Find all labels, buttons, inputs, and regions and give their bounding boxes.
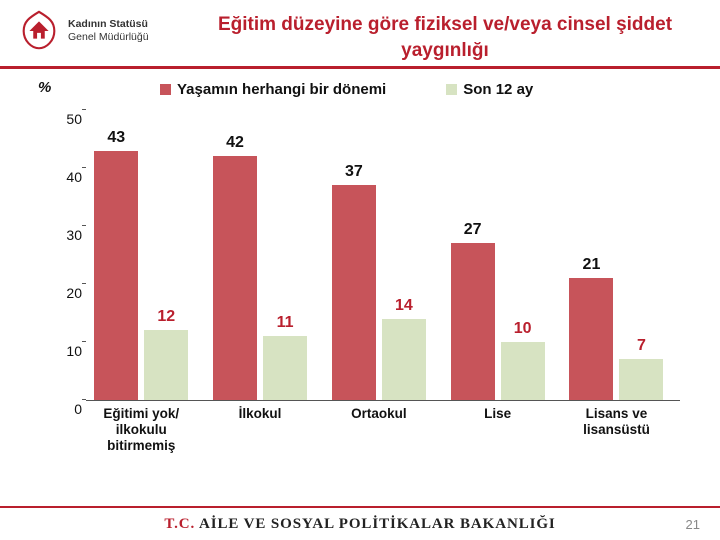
- x-label-2: Ortaokul: [332, 406, 426, 422]
- y-tick-mark-40: [82, 167, 86, 168]
- bar-label-0-1: 12: [144, 308, 188, 326]
- plot-area: 010203040504312Eğitimi yok/ilkokulubitir…: [86, 111, 680, 401]
- org-logo-block: Kadının Statüsü Genel Müdürlüğü: [16, 8, 186, 54]
- footer-rest: AİLE VE SOSYAL POLİTİKALAR BAKANLIĞI: [195, 516, 556, 532]
- legend-swatch-0: [160, 84, 171, 95]
- legend-label-0: Yaşamın herhangi bir dönemi: [177, 81, 386, 98]
- bar-label-3-0: 27: [451, 221, 495, 239]
- bar-label-1-0: 42: [213, 134, 257, 152]
- chart: % Yaşamın herhangi bir dönemiSon 12 ay 0…: [60, 81, 680, 461]
- legend-item-1: Son 12 ay: [446, 81, 533, 98]
- bar-0-1: 12: [144, 330, 188, 400]
- bar-4-1: 7: [619, 359, 663, 400]
- y-tick-50: 50: [56, 111, 82, 127]
- x-label-1: İlkokul: [213, 406, 307, 422]
- bar-label-0-0: 43: [94, 129, 138, 147]
- bar-2-1: 14: [382, 319, 426, 400]
- legend-swatch-1: [446, 84, 457, 95]
- header: Kadının Statüsü Genel Müdürlüğü Eğitim d…: [0, 0, 720, 64]
- org-name-line2: Genel Müdürlüğü: [68, 31, 149, 44]
- legend: Yaşamın herhangi bir dönemi Son 12 ay: [160, 81, 680, 98]
- y-tick-mark-50: [82, 109, 86, 110]
- footer: T.C. AİLE VE SOSYAL POLİTİKALAR BAKANLIĞ…: [0, 506, 720, 540]
- footer-ministry: T.C. AİLE VE SOSYAL POLİTİKALAR BAKANLIĞ…: [164, 516, 555, 533]
- bar-label-4-0: 21: [569, 256, 613, 274]
- x-label-4: Lisans velisansüstü: [569, 406, 663, 438]
- y-tick-10: 10: [56, 343, 82, 359]
- legend-item-0: Yaşamın herhangi bir dönemi: [160, 81, 386, 98]
- bar-label-4-1: 7: [619, 337, 663, 355]
- bar-2-0: 37: [332, 185, 376, 400]
- y-tick-mark-20: [82, 283, 86, 284]
- y-tick-30: 30: [56, 227, 82, 243]
- y-tick-mark-0: [82, 399, 86, 400]
- bar-1-0: 42: [213, 156, 257, 400]
- header-underline: [0, 66, 720, 69]
- org-name: Kadının Statüsü Genel Müdürlüğü: [68, 18, 149, 43]
- org-logo-icon: [16, 8, 62, 54]
- y-tick-40: 40: [56, 169, 82, 185]
- legend-label-1: Son 12 ay: [463, 81, 533, 98]
- bar-3-1: 10: [501, 342, 545, 400]
- page-title: Eğitim düzeyine göre fiziksel ve/veya ci…: [186, 8, 704, 63]
- y-tick-mark-30: [82, 225, 86, 226]
- page-number: 21: [686, 517, 700, 532]
- bar-4-0: 21: [569, 278, 613, 400]
- y-tick-mark-10: [82, 341, 86, 342]
- bar-label-2-1: 14: [382, 297, 426, 315]
- x-label-3: Lise: [451, 406, 545, 422]
- bar-3-0: 27: [451, 243, 495, 400]
- x-label-0: Eğitimi yok/ilkokulubitirmemiş: [94, 406, 188, 455]
- bar-label-2-0: 37: [332, 163, 376, 181]
- footer-tc: T.C.: [164, 516, 195, 532]
- bar-1-1: 11: [263, 336, 307, 400]
- bar-label-1-1: 11: [263, 314, 307, 332]
- org-name-line1: Kadının Statüsü: [68, 18, 149, 31]
- bar-0-0: 43: [94, 151, 138, 400]
- y-tick-20: 20: [56, 285, 82, 301]
- bar-label-3-1: 10: [501, 320, 545, 338]
- y-axis-label: %: [38, 79, 51, 96]
- y-tick-0: 0: [56, 401, 82, 417]
